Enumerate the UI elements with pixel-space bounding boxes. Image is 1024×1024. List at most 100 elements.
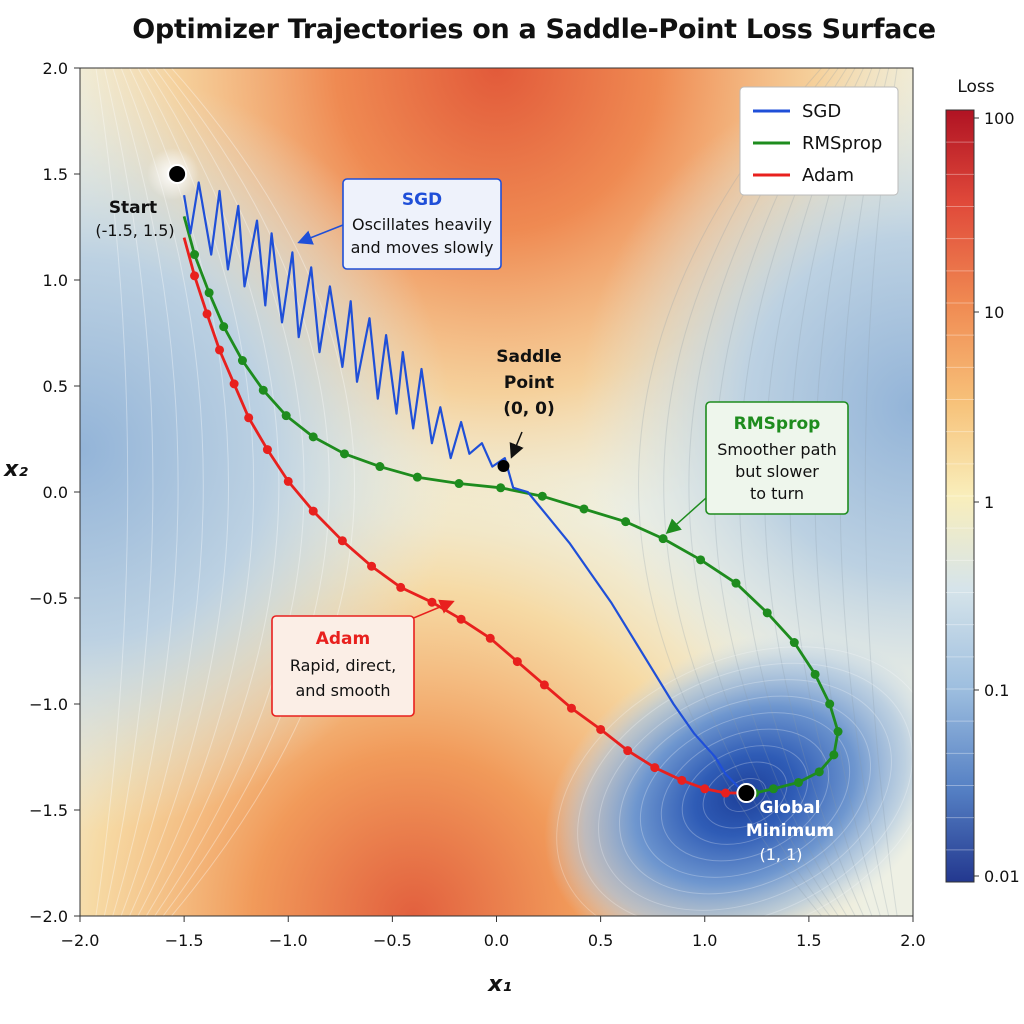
series-point-adam (367, 561, 377, 571)
start-label: Start (109, 198, 157, 218)
saddle-label-line2: Point (504, 373, 554, 393)
contour-ellipse (556, 646, 913, 916)
sgd-callout-line1: Oscillates heavily (352, 215, 492, 234)
series-point-rmsprop (281, 411, 291, 421)
colorbar-tick-label: 100 (984, 109, 1015, 128)
series-point-adam (700, 784, 710, 794)
sgd-callout-title: SGD (402, 190, 442, 210)
series-point-rmsprop (793, 777, 803, 787)
contour-ellipse (681, 745, 809, 845)
series-point-rmsprop (814, 767, 824, 777)
points-layer (167, 164, 757, 804)
contour-ellipse (598, 679, 892, 911)
series-point-rmsprop (339, 449, 349, 459)
colorbar-tick-label: 0.01 (984, 867, 1020, 886)
series-point-rmsprop (454, 479, 464, 489)
x-tick-label: 1.5 (796, 931, 821, 950)
x-tick-label: 0.0 (484, 931, 509, 950)
rmsprop-callout-title: RMSprop (734, 414, 821, 434)
x-tick-label: 0.5 (588, 931, 613, 950)
minimum-label-line2: Minimum (746, 821, 834, 841)
series-point-rmsprop (537, 491, 547, 501)
series-point-rmsprop (219, 322, 229, 332)
series-point-rmsprop (658, 534, 668, 544)
legend: SGD RMSprop Adam (739, 86, 899, 196)
x-axis-label: x₁ (487, 972, 512, 997)
colorbar-tick-label: 0.1 (984, 681, 1009, 700)
series-point-rmsprop (375, 462, 385, 472)
series-point-rmsprop (768, 784, 778, 794)
series-point-adam (283, 476, 293, 486)
x-tick-label: −2.0 (61, 931, 100, 950)
series-point-rmsprop (190, 250, 200, 260)
series-point-adam (721, 788, 731, 798)
saddle-coords: (0, 0) (503, 399, 555, 419)
sgd-callout-line2: and moves slowly (351, 238, 494, 257)
x-tick-label: 2.0 (900, 931, 925, 950)
x-tick-label: 1.0 (692, 931, 717, 950)
series-point-adam (677, 775, 687, 785)
y-tick-label: −2.0 (29, 907, 68, 926)
colorbar-bar (945, 109, 975, 883)
minimum-coords: (1, 1) (759, 845, 802, 864)
series-point-adam (215, 345, 225, 355)
series-point-adam (596, 724, 606, 734)
series-point-rmsprop (308, 432, 318, 442)
x-tick-label: −0.5 (373, 931, 412, 950)
series-point-rmsprop (789, 638, 799, 648)
x-tick-label: −1.0 (269, 931, 308, 950)
colorbar-ticks: 100 10 1 0.1 0.01 (974, 109, 1020, 886)
series-point-adam (512, 657, 522, 667)
sgd-callout: SGD Oscillates heavily and moves slowly (297, 178, 502, 270)
series-point-rmsprop (258, 385, 268, 395)
y-tick-label: 0.0 (43, 483, 68, 502)
contour-line (103, 68, 154, 916)
start-coords: (-1.5, 1.5) (95, 221, 174, 240)
saddle-arrow (509, 431, 524, 459)
rmsprop-callout-line2: but slower (735, 462, 819, 481)
contour-line (112, 68, 179, 916)
saddle-point (497, 460, 510, 472)
series-point-rmsprop (825, 699, 835, 709)
adam-callout-title: Adam (316, 629, 371, 649)
series-point-rmsprop (762, 608, 772, 618)
colorbar-tick-label: 1 (984, 493, 994, 512)
series-point-adam (539, 680, 549, 690)
series-point-rmsprop (496, 483, 506, 493)
series-point-adam (229, 379, 239, 389)
minimum-point (736, 783, 757, 804)
contour-line (154, 68, 305, 916)
series-point-rmsprop (204, 288, 214, 298)
adam-callout: Adam Rapid, direct, and smooth (271, 599, 455, 717)
colorbar-title: Loss (957, 77, 994, 97)
series-point-adam (337, 536, 347, 546)
adam-callout-line1: Rapid, direct, (290, 656, 396, 675)
series-point-rmsprop (829, 750, 839, 760)
series-point-adam (485, 633, 495, 643)
series-point-rmsprop (731, 578, 741, 588)
contour-ellipse (723, 778, 767, 812)
series-point-adam (650, 763, 660, 773)
y-tick-label: 1.5 (43, 165, 68, 184)
saddle-label-line1: Saddle (496, 347, 561, 367)
series-point-adam (244, 413, 254, 423)
contour-line (171, 68, 355, 916)
y-tick-label: 2.0 (43, 59, 68, 78)
colorbar: Loss 100 10 1 0.1 0.01 (945, 77, 1020, 886)
start-point (167, 164, 188, 184)
contour-ellipse (618, 695, 872, 895)
series-point-adam (202, 309, 212, 319)
y-tick-label: −1.0 (29, 695, 68, 714)
legend-label-rmsprop: RMSprop (802, 133, 882, 154)
chart-title: Optimizer Trajectories on a Saddle-Point… (132, 14, 936, 45)
colorbar-tick-label: 10 (984, 303, 1004, 322)
series-point-rmsprop (237, 356, 247, 366)
series-point-adam (456, 614, 466, 624)
adam-callout-line2: and smooth (295, 681, 390, 700)
legend-label-adam: Adam (802, 165, 854, 186)
rmsprop-callout-line1: Smoother path (717, 440, 837, 459)
series-point-adam (427, 597, 437, 607)
contour-line (137, 68, 255, 916)
y-axis-label: x₂ (3, 457, 28, 482)
